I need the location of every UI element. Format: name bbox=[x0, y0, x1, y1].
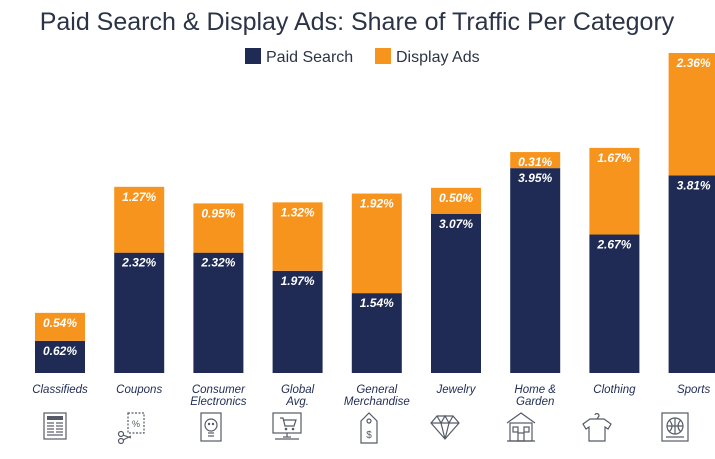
data-label-display-ads-coupons: 1.27% bbox=[122, 190, 156, 204]
data-label-display-ads-clothing: 1.67% bbox=[597, 151, 631, 165]
bar-display-ads-clothing bbox=[589, 147, 640, 235]
sports-ball-icon bbox=[661, 412, 689, 442]
category-label-coupons: Coupons bbox=[116, 384, 162, 396]
newspaper-icon bbox=[43, 412, 67, 440]
data-label-paid-search-sports: 3.81% bbox=[677, 178, 711, 192]
bar-display-ads-classifieds bbox=[35, 312, 85, 341]
bar-display-ads-general-merchandise bbox=[351, 193, 402, 294]
category-label-home-garden-line-1: Home & bbox=[514, 384, 556, 396]
bar-paid-search-coupons bbox=[114, 252, 165, 373]
category-label-general-merchandise-line-2: Merchandise bbox=[344, 396, 410, 408]
chart-title: Paid Search & Display Ads: Share of Traf… bbox=[40, 8, 675, 36]
data-label-paid-search-global-avg: 1.97% bbox=[281, 274, 315, 288]
category-label-general-merchandise-line-1: General bbox=[356, 384, 397, 396]
legend-swatch-display-ads bbox=[375, 48, 391, 64]
category-label-sports: Sports bbox=[677, 384, 710, 396]
data-label-paid-search-general-merchandise: 1.54% bbox=[360, 296, 394, 310]
bar-paid-search-classifieds bbox=[35, 340, 85, 373]
category-label-global-avg-line-2: Avg. bbox=[285, 396, 309, 408]
category-icons: % $ bbox=[43, 412, 689, 445]
category-label-jewelry: Jewelry bbox=[436, 384, 477, 396]
bar-display-ads-consumer-electronics bbox=[193, 203, 244, 253]
bar-paid-search-home-garden bbox=[510, 168, 561, 373]
category-label-consumer-electronics-line-2: Electronics bbox=[190, 396, 246, 408]
electronics-icon bbox=[200, 412, 222, 442]
category-label-global-avg-line-1: Global bbox=[281, 384, 315, 396]
bar-paid-search-global-avg bbox=[272, 270, 323, 373]
category-label-home-garden-line-2: Garden bbox=[516, 396, 554, 408]
category-label-classifieds: Classifieds bbox=[32, 384, 88, 396]
data-label-display-ads-home-garden: 0.31% bbox=[518, 155, 552, 169]
data-label-paid-search-home-garden: 3.95% bbox=[518, 171, 552, 185]
category-label-clothing: Clothing bbox=[593, 384, 636, 396]
data-label-paid-search-jewelry: 3.07% bbox=[439, 217, 473, 231]
coupon-scissors-icon: % bbox=[117, 412, 145, 445]
data-label-display-ads-jewelry: 0.50% bbox=[439, 191, 473, 205]
data-label-display-ads-classifieds: 0.54% bbox=[43, 316, 77, 330]
data-label-paid-search-coupons: 2.32% bbox=[121, 256, 156, 270]
data-label-display-ads-general-merchandise: 1.92% bbox=[360, 197, 394, 211]
legend-label-paid-search: Paid Search bbox=[266, 49, 353, 66]
bar-paid-search-sports bbox=[668, 175, 715, 373]
bars-group: 0.62% 0.54% 2.32% 1.27% 2.32% 0.95% 1.97% 1.32%… bbox=[35, 53, 715, 373]
legend-swatch-paid-search bbox=[245, 48, 261, 64]
data-label-display-ads-global-avg: 1.32% bbox=[281, 205, 315, 219]
bar-display-ads-coupons bbox=[114, 186, 165, 253]
data-label-paid-search-clothing: 2.67% bbox=[596, 238, 631, 252]
data-label-paid-search-consumer-electronics: 2.32% bbox=[200, 256, 235, 270]
data-label-display-ads-consumer-electronics: 0.95% bbox=[201, 206, 235, 220]
bar-display-ads-jewelry bbox=[431, 187, 481, 214]
bar-display-ads-sports bbox=[668, 53, 715, 176]
shopping-cart-icon bbox=[272, 412, 302, 440]
house-icon bbox=[506, 412, 536, 442]
legend-label-display-ads: Display Ads bbox=[396, 49, 480, 66]
category-label-consumer-electronics-line-1: Consumer bbox=[192, 384, 246, 396]
bar-display-ads-global-avg bbox=[272, 202, 323, 271]
bar-display-ads-home-garden bbox=[510, 152, 561, 169]
bar-paid-search-consumer-electronics bbox=[193, 252, 244, 373]
bar-paid-search-clothing bbox=[589, 234, 640, 373]
bar-paid-search-general-merchandise bbox=[351, 293, 402, 373]
svg-text:$: $ bbox=[366, 430, 372, 441]
price-tag-icon: $ bbox=[360, 412, 378, 444]
data-label-display-ads-sports: 2.36% bbox=[676, 56, 711, 70]
svg-text:%: % bbox=[132, 419, 140, 429]
bar-paid-search-jewelry bbox=[431, 213, 481, 373]
diamond-icon bbox=[430, 414, 460, 440]
legend: Paid Search Display Ads bbox=[245, 48, 480, 66]
data-label-paid-search-classifieds: 0.62% bbox=[43, 344, 77, 358]
shirt-icon bbox=[582, 413, 612, 442]
